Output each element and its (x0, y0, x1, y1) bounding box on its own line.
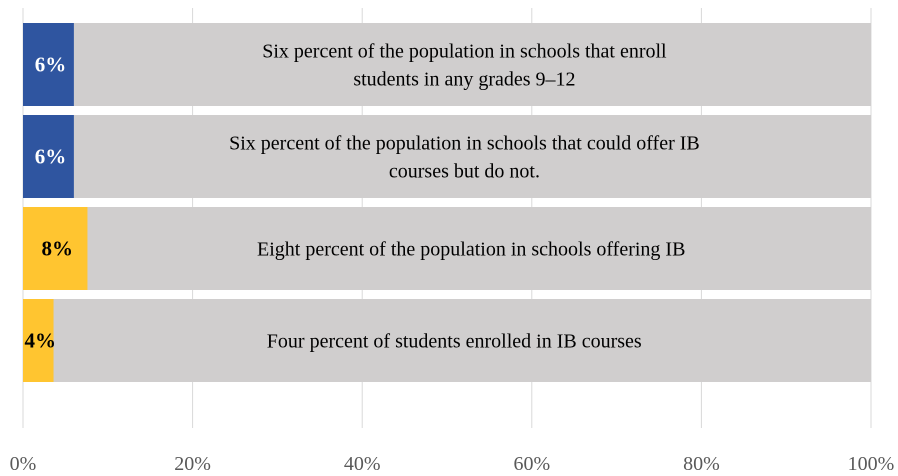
x-tick-label: 100% (848, 453, 895, 475)
bar-value (23, 207, 88, 290)
bar-track (23, 299, 871, 382)
x-tick-label: 80% (683, 453, 720, 475)
bar-track (23, 23, 871, 106)
bar-description: Six percent of the population in schools… (262, 41, 667, 63)
x-tick-label: 40% (344, 453, 381, 475)
x-tick-label: 60% (513, 453, 550, 475)
x-tick-label: 20% (174, 453, 211, 475)
bar-description: Eight percent of the population in schoo… (257, 239, 685, 261)
bar-description: students in any grades 9–12 (353, 69, 575, 91)
bar-value (23, 115, 74, 198)
x-tick-label: 0% (10, 453, 37, 475)
value-label: 4% (25, 329, 57, 353)
bar-description: Six percent of the population in schools… (229, 133, 700, 155)
bar-value (23, 299, 54, 382)
x-axis-ticks: 0% 20% 40% 60% 80% 100% (10, 453, 895, 475)
bar-description: courses but do not. (389, 161, 540, 183)
bar-track (23, 207, 871, 290)
value-label: 6% (35, 145, 67, 169)
bar-labels: 6% Six percent of the population in schoo… (25, 41, 700, 353)
bars (23, 23, 871, 382)
bar-description: Four percent of students enrolled in IB … (267, 331, 642, 353)
value-label: 8% (41, 237, 73, 261)
value-label: 6% (35, 53, 67, 77)
bar-track (23, 115, 871, 198)
bar-value (23, 23, 74, 106)
